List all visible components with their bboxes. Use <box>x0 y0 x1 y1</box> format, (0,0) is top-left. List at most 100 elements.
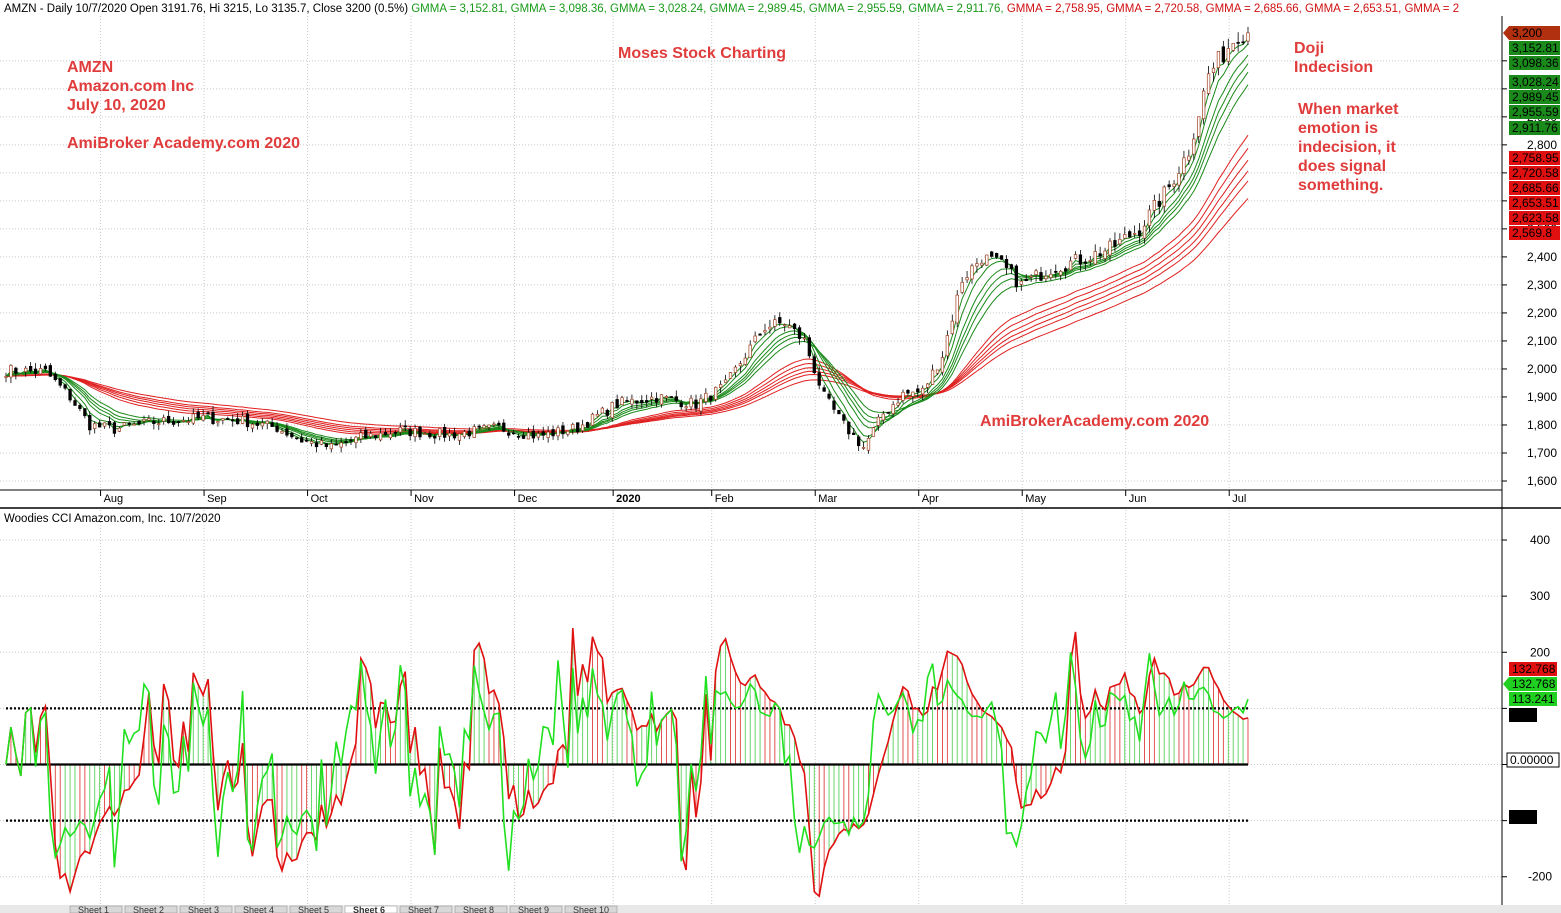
price-x-axis: Aug Sep Oct Nov Dec 2020 Feb Mar Apr May Jun Jul <box>100 490 1246 505</box>
sheet-tab[interactable]: Sheet 2 <box>124 905 178 913</box>
candle-body <box>802 337 807 340</box>
annotation-doji: Doji <box>1294 40 1324 57</box>
candle-body <box>738 363 743 367</box>
candle-body <box>369 433 373 437</box>
candle-body <box>1034 270 1038 275</box>
candle-body <box>861 447 866 449</box>
sheet-tab[interactable]: Sheet 6 <box>344 905 398 913</box>
price-y-tick-label: 2,200 <box>1527 306 1557 320</box>
candle-body <box>157 423 161 425</box>
gmma-header-item: GMMA = 3,028.24, <box>607 3 706 15</box>
gmma-long-line <box>5 198 1249 431</box>
candle-body <box>275 425 279 432</box>
sheet-tab[interactable]: Sheet 8 <box>454 905 508 913</box>
price-x-tick-label: Nov <box>414 493 434 505</box>
candle-body <box>684 406 688 409</box>
annotation-note: When market emotion is indecision, it does … <box>1298 101 1399 194</box>
candle-body <box>319 440 324 445</box>
sheet-tab[interactable]: Sheet 7 <box>399 905 453 913</box>
candle-body <box>388 433 393 439</box>
candle-body <box>718 384 723 388</box>
candle-body <box>507 432 511 436</box>
cci-lines <box>5 628 1249 898</box>
candle-body <box>566 430 570 435</box>
annotation-indecision: Indecision <box>1294 59 1373 76</box>
candle-body <box>852 432 856 435</box>
gmma-ribbon <box>5 38 1249 446</box>
candle-body <box>615 399 619 408</box>
candle-body <box>546 431 550 438</box>
sheet-tab[interactable]: Sheet 5 <box>289 905 343 913</box>
sheet-tab[interactable]: Sheet 1 <box>69 905 123 913</box>
candle-body <box>787 325 792 329</box>
candle-body <box>516 435 521 438</box>
candle-body <box>428 433 432 438</box>
sheet-tab-label: Sheet 3 <box>188 905 219 913</box>
candle-body <box>1206 73 1211 94</box>
price-y-tick-label: 1,800 <box>1527 418 1557 432</box>
candle-body <box>1172 183 1176 187</box>
candle-body <box>462 431 467 437</box>
candle-body <box>359 432 363 440</box>
price-header-prefix: AMZN - Daily 10/7/2020 Open 3191.76, Hi … <box>4 3 408 15</box>
cci-badge: -100 <box>1509 810 1537 824</box>
candle-body <box>970 265 974 280</box>
sheet-tab-label: Sheet 7 <box>408 905 439 913</box>
candle-body <box>916 388 920 393</box>
cci-y-tick-label: 200 <box>1530 645 1550 659</box>
candle-body <box>433 436 437 439</box>
candle-body <box>595 413 600 417</box>
candle-body <box>980 262 984 266</box>
candle-body <box>152 420 156 424</box>
candle-body <box>309 441 314 444</box>
price-badge-label: 3,152.81 <box>1512 41 1559 55</box>
candle-body <box>945 335 950 357</box>
candle-body <box>497 422 501 426</box>
candle-body <box>1167 184 1171 188</box>
price-x-tick-label: Sep <box>207 493 227 505</box>
candle-body <box>295 437 299 440</box>
sheet-tab-label: Sheet 10 <box>573 905 609 913</box>
gmma-header-item: GMMA = 2,955.59, <box>806 3 905 15</box>
gmma-header-item: GMMA = 2 <box>1401 3 1459 15</box>
candle-body <box>127 422 131 425</box>
candle-body <box>590 413 595 426</box>
gmma-header-item: GMMA = 2,911.76, <box>905 3 1004 15</box>
gmma-header-item: GMMA = 2,758.95, <box>1004 3 1103 15</box>
candle-body <box>960 281 964 293</box>
candle-body <box>403 425 407 428</box>
price-badge-label: 2,955.59 <box>1512 105 1559 119</box>
candle-body <box>679 402 683 408</box>
candle-body <box>1024 278 1028 282</box>
candle-body <box>866 438 871 451</box>
price-x-tick-label: Jul <box>1232 493 1246 505</box>
candle-body <box>270 422 274 427</box>
candle-body <box>1226 48 1230 62</box>
sheet-tab[interactable]: Sheet 4 <box>234 905 288 913</box>
cci-series-line <box>5 652 1249 871</box>
candle-body <box>265 420 269 424</box>
candle-body <box>930 369 935 385</box>
candle-body <box>122 422 126 426</box>
candle-body <box>349 439 353 442</box>
candle-body <box>1059 271 1063 276</box>
candle-body <box>354 436 358 444</box>
candle-body <box>196 411 200 419</box>
candle-body <box>733 366 738 373</box>
candle-body <box>925 383 930 388</box>
sheet-tab[interactable]: Sheet 9 <box>509 905 563 913</box>
candle-body <box>699 398 703 412</box>
sheet-tab[interactable]: Sheet 10 <box>564 905 618 913</box>
candle-body <box>216 421 220 424</box>
candle-body <box>482 425 486 429</box>
candle-body <box>457 433 462 441</box>
candle-body <box>255 422 260 426</box>
candle-body <box>201 415 205 421</box>
candle-body <box>630 398 634 405</box>
candle-body <box>832 400 836 410</box>
price-value-badges: 3,2003,152.813,098.363,028.242,989.452,9… <box>1503 26 1560 240</box>
candle-body <box>1236 42 1240 44</box>
sheet-tab[interactable]: Sheet 3 <box>179 905 233 913</box>
candle-body <box>487 424 491 428</box>
